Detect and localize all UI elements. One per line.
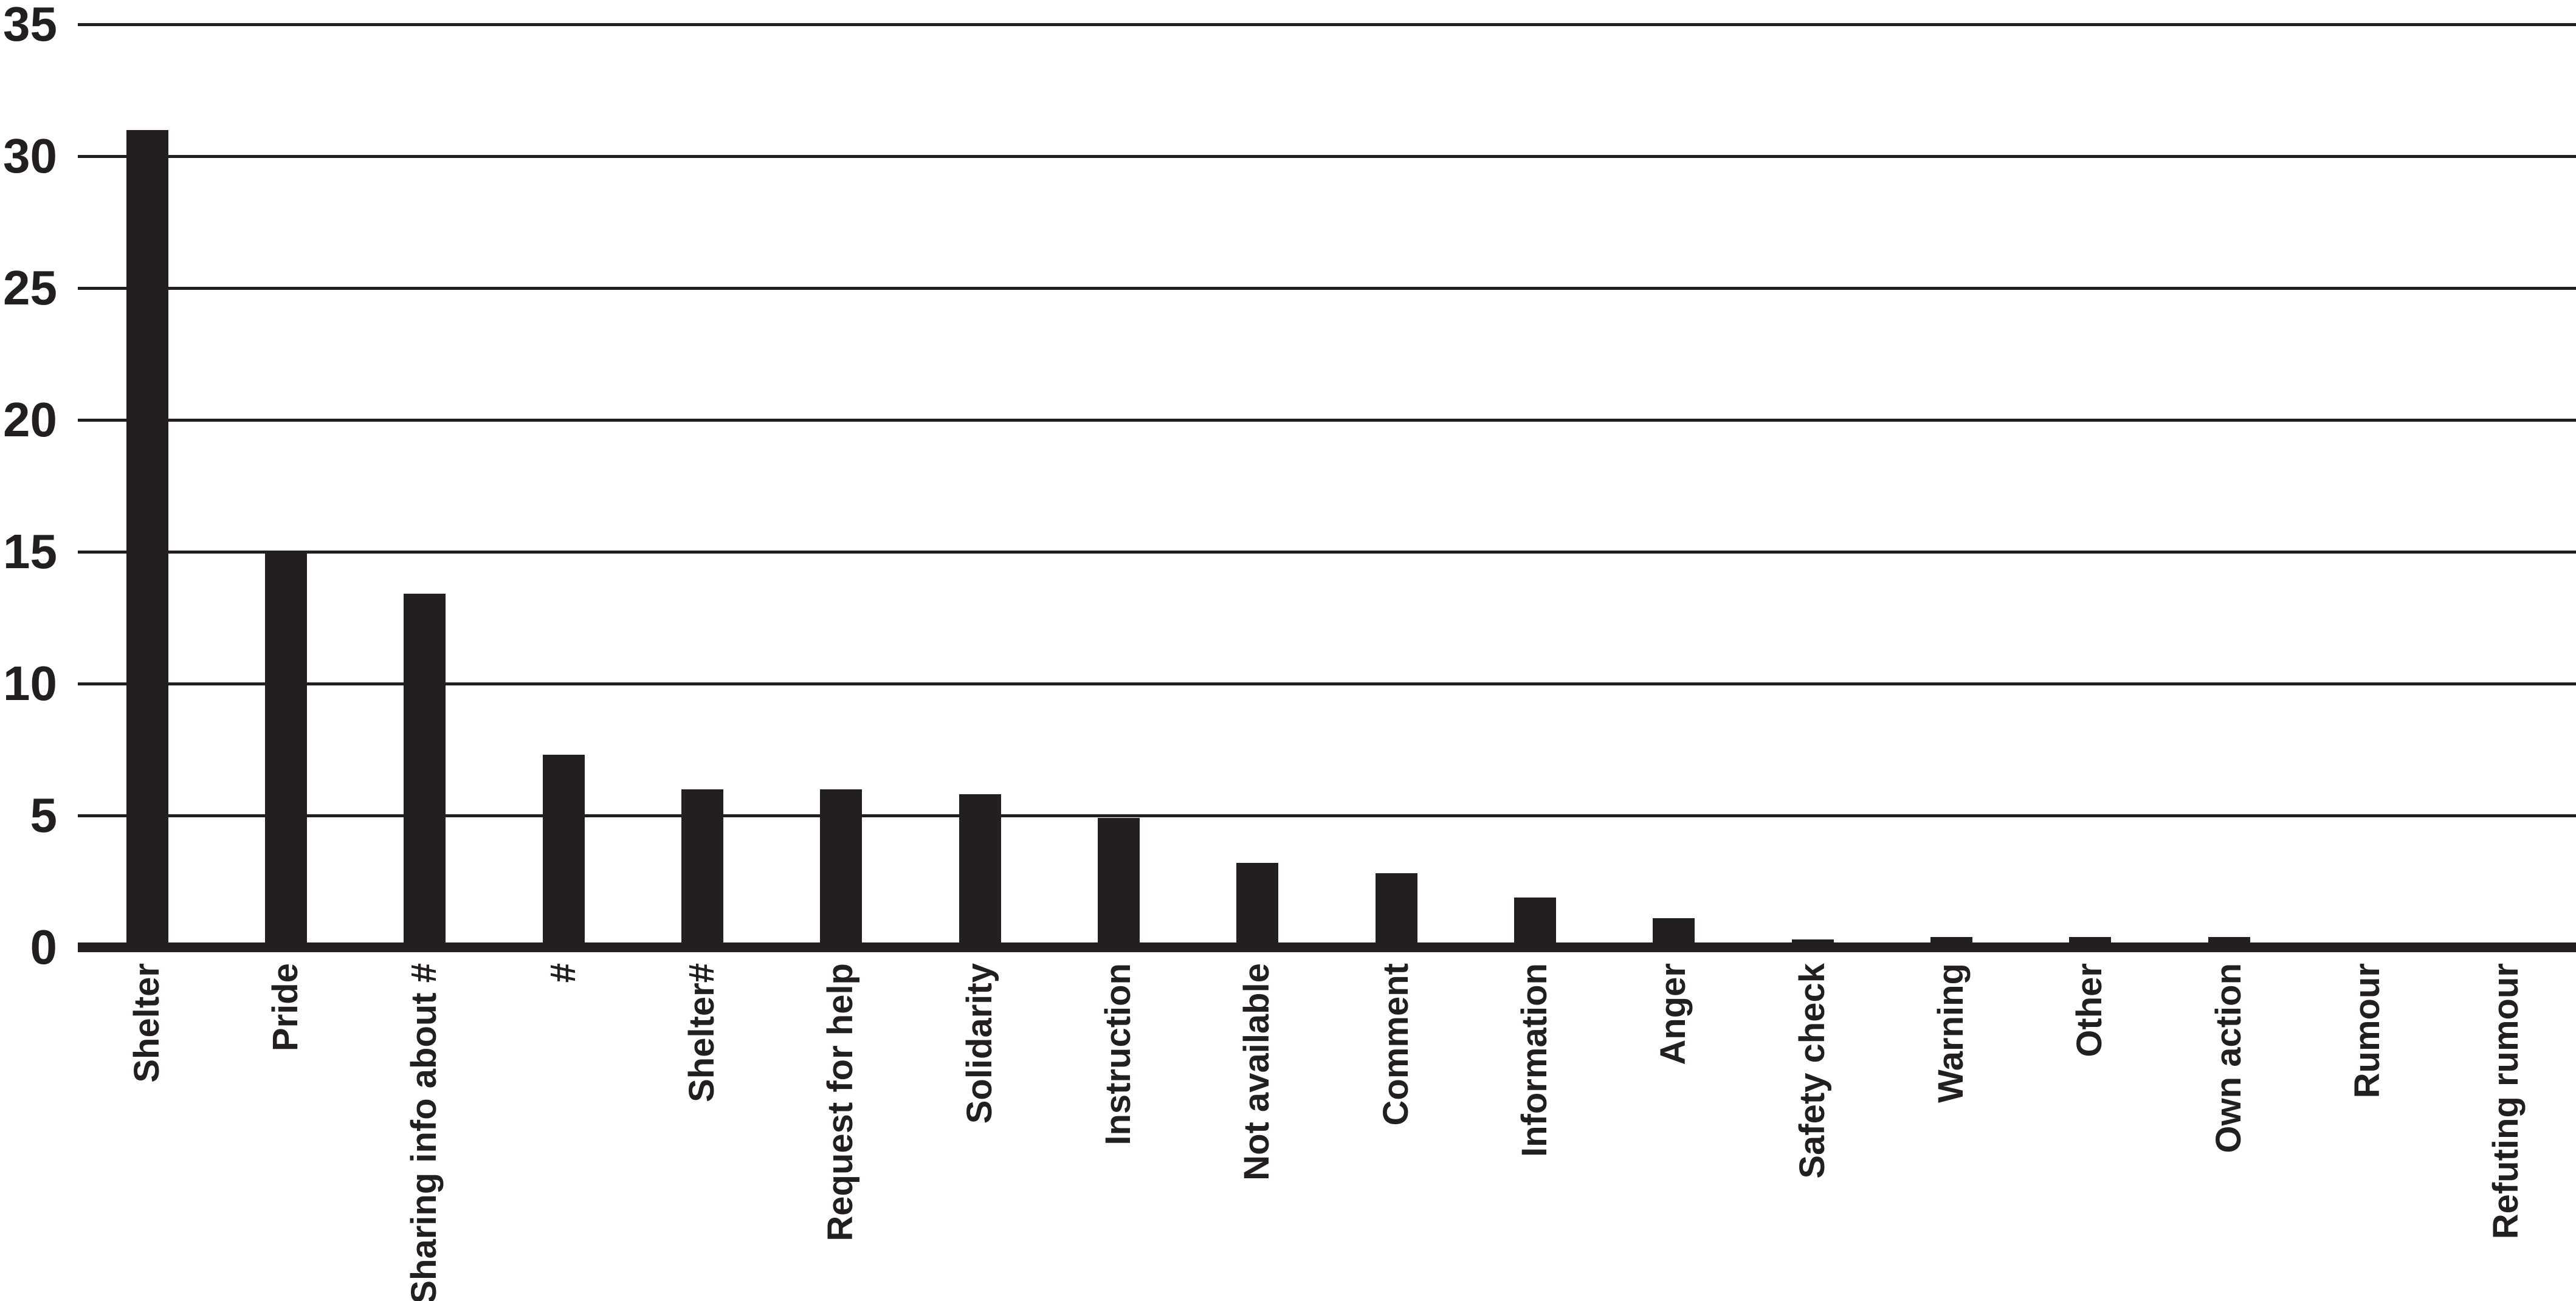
x-tick-label: Own action bbox=[2208, 963, 2248, 1153]
plot-area bbox=[78, 0, 2576, 1301]
x-tick-label: Warning bbox=[1931, 963, 1971, 1103]
bar bbox=[264, 552, 307, 947]
gridline bbox=[78, 154, 2576, 158]
x-tick-label: Information bbox=[1515, 963, 1555, 1157]
y-axis: 0 5 10 15 20 25 30 35 bbox=[0, 0, 57, 1301]
x-tick-label: # bbox=[543, 963, 583, 983]
x-label-slot: Sharing info about # bbox=[356, 963, 494, 1301]
bar bbox=[1097, 818, 1140, 947]
x-tick-label: Rumour bbox=[2347, 963, 2388, 1099]
x-tick-label: Pride bbox=[266, 963, 306, 1052]
bar-slot bbox=[1188, 0, 1327, 947]
bar-slot bbox=[772, 0, 911, 947]
bar bbox=[959, 794, 1001, 947]
bar-slot bbox=[494, 0, 633, 947]
x-label-slot: Refuting rumour bbox=[2437, 963, 2576, 1239]
gridline bbox=[78, 814, 2576, 817]
x-tick-label: Request for help bbox=[821, 963, 861, 1241]
x-tick-label: Anger bbox=[1653, 963, 1693, 1065]
y-tick-label: 20 bbox=[3, 393, 57, 447]
x-label-slot: Request for help bbox=[772, 963, 911, 1241]
x-label-slot: Solidarity bbox=[911, 963, 1049, 1124]
x-tick-label: Refuting rumour bbox=[2486, 963, 2526, 1240]
bar-slot bbox=[1882, 0, 2020, 947]
x-label-slot: Warning bbox=[1882, 963, 2020, 1103]
gridline bbox=[78, 286, 2576, 290]
x-label-slot: Safety check bbox=[1743, 963, 1882, 1179]
bar bbox=[542, 755, 585, 947]
x-label-slot: Other bbox=[2021, 963, 2160, 1057]
bar bbox=[404, 594, 446, 947]
x-tick-label: Sharing info about # bbox=[404, 963, 444, 1301]
gridline bbox=[78, 550, 2576, 554]
x-label-slot: Shelter# bbox=[633, 963, 771, 1102]
x-tick-label: Shelter# bbox=[682, 963, 722, 1102]
bar-slot bbox=[356, 0, 494, 947]
bar-slot bbox=[78, 0, 216, 947]
bar-slot bbox=[2298, 0, 2437, 947]
bar-slot bbox=[1605, 0, 1743, 947]
bar bbox=[1514, 897, 1556, 947]
bar-slot bbox=[911, 0, 1049, 947]
x-tick-label: Solidarity bbox=[959, 963, 999, 1124]
bar bbox=[1375, 873, 1417, 947]
bar-slot bbox=[1743, 0, 1882, 947]
y-tick-label: 15 bbox=[3, 524, 57, 578]
y-tick-label: 10 bbox=[3, 656, 57, 710]
x-label-slot: Information bbox=[1465, 963, 1604, 1157]
x-label-slot: # bbox=[494, 963, 633, 983]
y-tick-label: 30 bbox=[3, 129, 57, 183]
x-label-slot: Instruction bbox=[1049, 963, 1188, 1145]
bar bbox=[1236, 863, 1279, 947]
y-tick-label: 25 bbox=[3, 261, 57, 315]
x-label-slot: Anger bbox=[1605, 963, 1743, 1065]
x-tick-label: Not available bbox=[1237, 963, 1277, 1181]
y-tick-label: 35 bbox=[3, 0, 57, 51]
x-axis-labels: Shelter Pride Sharing info about # # She… bbox=[78, 963, 2576, 1301]
bar-slot bbox=[2160, 0, 2298, 947]
gridline bbox=[78, 418, 2576, 422]
bar-slot bbox=[633, 0, 771, 947]
x-tick-label: Comment bbox=[1376, 963, 1416, 1126]
x-tick-label: Instruction bbox=[1098, 963, 1138, 1145]
bar bbox=[681, 789, 723, 947]
y-tick-label: 5 bbox=[30, 788, 58, 842]
x-tick-label: Shelter bbox=[126, 963, 167, 1083]
x-label-slot: Not available bbox=[1188, 963, 1327, 1181]
gridline bbox=[78, 682, 2576, 685]
y-tick-label: 0 bbox=[30, 920, 58, 974]
x-tick-label: Safety check bbox=[1792, 963, 1832, 1179]
x-label-slot: Pride bbox=[216, 963, 355, 1051]
bar bbox=[126, 129, 168, 947]
bar-slot bbox=[216, 0, 355, 947]
bar-slot bbox=[1327, 0, 1465, 947]
bar-series bbox=[78, 0, 2576, 947]
bar-slot bbox=[2021, 0, 2160, 947]
bar-slot bbox=[1049, 0, 1188, 947]
x-label-slot: Shelter bbox=[78, 963, 216, 1083]
bar-slot bbox=[2437, 0, 2576, 947]
x-tick-label: Other bbox=[2070, 963, 2110, 1057]
x-axis-line bbox=[78, 942, 2576, 952]
bar bbox=[820, 789, 863, 947]
x-label-slot: Comment bbox=[1327, 963, 1465, 1125]
gridline bbox=[78, 22, 2576, 26]
bar-slot bbox=[1465, 0, 1604, 947]
x-label-slot: Rumour bbox=[2298, 963, 2437, 1098]
x-label-slot: Own action bbox=[2160, 963, 2298, 1153]
